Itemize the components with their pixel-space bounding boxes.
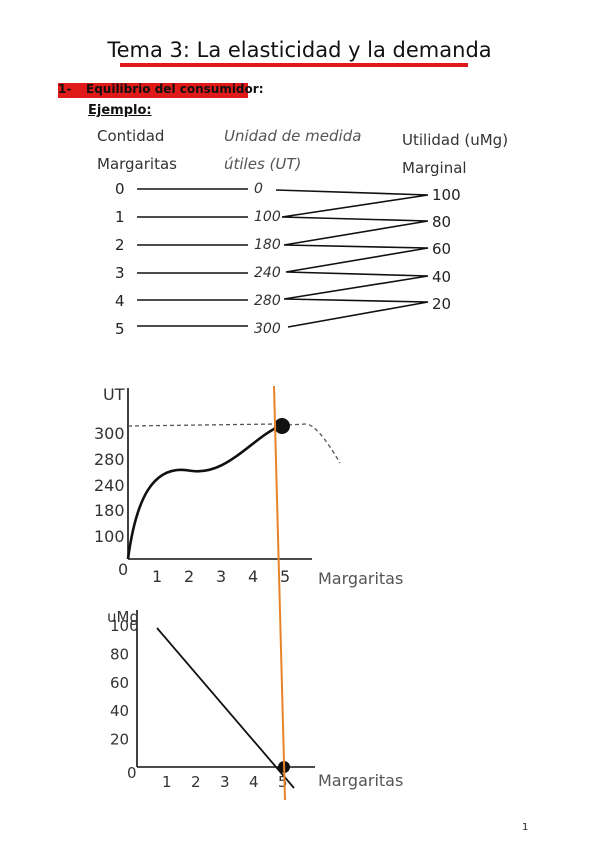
ut-cell: 300	[254, 321, 281, 337]
umg-cell: 40	[432, 268, 452, 286]
x-axis-label: Margaritas	[318, 771, 403, 790]
x-axis-label: Margaritas	[318, 569, 403, 588]
x-tick-label: 3	[220, 773, 230, 791]
y-tick-label: 40	[110, 702, 129, 720]
y-tick-label: 60	[110, 674, 129, 692]
umg-cell: 60	[432, 240, 452, 258]
col1-header-line2: Margaritas	[97, 155, 177, 173]
x-tick-label: 1	[152, 567, 162, 586]
x-tick-label: 5	[280, 567, 290, 586]
col1-header-line1: Contidad	[97, 127, 165, 145]
y-tick-label: 100	[110, 617, 139, 635]
quantity-cell: 4	[115, 292, 125, 310]
x-tick-label: 4	[249, 773, 259, 791]
x-tick-label: 2	[184, 567, 194, 586]
ut-curve	[126, 423, 283, 560]
title-underline	[120, 63, 468, 67]
umg-cell: 20	[432, 295, 452, 313]
x-tick-label: 1	[162, 773, 172, 791]
section-highlight	[58, 83, 248, 98]
max-ut-dashed-line	[127, 423, 277, 427]
y-tick-label: 280	[94, 450, 125, 469]
quantity-cell: 2	[115, 236, 125, 254]
marginal-connector	[275, 189, 429, 328]
page-number: 1	[522, 822, 529, 833]
ut-cell: 280	[254, 293, 281, 309]
col3-header-line1: Utilidad (uMg)	[402, 131, 509, 149]
col2-header-line2: útiles (UT)	[224, 155, 302, 173]
page-title: Tema 3: La elasticidad y la demanda	[107, 38, 492, 62]
quantity-cell: 5	[115, 320, 125, 338]
x-tick-label: 2	[191, 773, 201, 791]
quantity-cell: 3	[115, 264, 125, 282]
x-tick-label: 4	[248, 567, 258, 586]
ut-cell: 100	[254, 209, 281, 225]
example-label: Ejemplo:	[88, 103, 152, 118]
section-title: Equilibrio del consumidor:	[86, 82, 264, 96]
quantity-cell: 0	[115, 180, 125, 198]
y-tick-label: 80	[110, 645, 129, 663]
quantity-cell: 1	[115, 208, 125, 226]
table-connectors	[137, 188, 429, 328]
section-number: 1-	[58, 82, 72, 96]
umg-cell: 100	[432, 186, 461, 204]
x-tick-label: 3	[216, 567, 226, 586]
y-axis-label: UT	[103, 385, 125, 404]
x-tick-label: 0	[118, 560, 128, 579]
ut-cell: 0	[254, 181, 263, 197]
umg-line	[156, 627, 295, 789]
umg-cell: 80	[432, 213, 452, 231]
zero-umg-point	[278, 761, 290, 773]
y-axis-label: uMg	[107, 608, 139, 626]
y-tick-label: 300	[94, 424, 125, 443]
col2-header-line1: Unidad de medida	[224, 127, 362, 145]
ut-cell: 240	[254, 265, 281, 281]
y-tick-label: 20	[110, 731, 129, 749]
col3-header-line2: Marginal	[402, 159, 467, 177]
ut-cell: 180	[254, 237, 281, 253]
ut-chart: UT Margaritas 0 1 2 3 4 5 100 180 240 280 300	[94, 385, 403, 588]
y-tick-label: 180	[94, 501, 125, 520]
decline-dashed-curve	[287, 423, 341, 464]
y-tick-label: 100	[94, 527, 125, 546]
max-utility-point	[274, 418, 290, 434]
x-tick-label: 0	[127, 764, 137, 782]
y-tick-label: 240	[94, 476, 125, 495]
